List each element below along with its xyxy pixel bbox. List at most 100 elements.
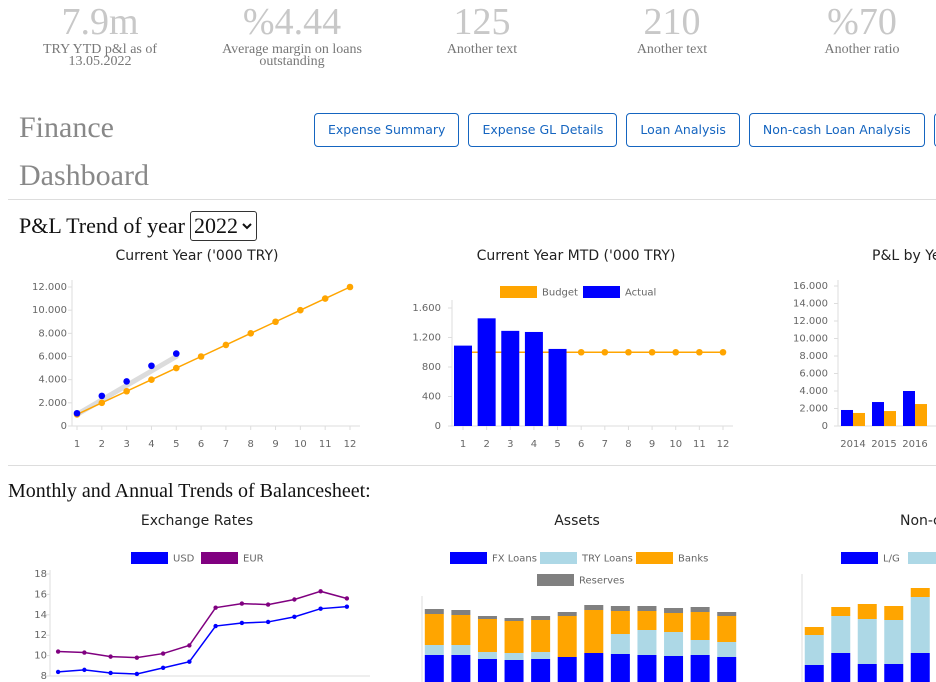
bar-segment — [451, 610, 471, 615]
bar-segment — [584, 605, 604, 610]
legend-swatch — [583, 286, 620, 298]
point — [134, 671, 140, 677]
bar — [853, 412, 865, 426]
legend-label: Budget — [542, 288, 578, 299]
point — [292, 597, 297, 602]
bar-segment — [477, 619, 497, 652]
bar-segment — [584, 653, 604, 682]
x-tick-label: 5 — [173, 439, 179, 450]
point — [672, 348, 680, 356]
year-value: 2022 — [194, 213, 239, 238]
point — [344, 596, 350, 601]
bar-segment — [664, 656, 684, 682]
kpi-value: 125 — [453, 1, 511, 43]
kpi-value: 210 — [643, 1, 701, 43]
point — [55, 669, 61, 675]
bar-segment — [424, 655, 444, 682]
point — [247, 330, 255, 337]
y-tick-label: 14 — [34, 610, 47, 621]
kpi: 210 Another text — [582, 0, 762, 57]
legend-label: USD — [173, 554, 195, 565]
bar-segment — [477, 616, 497, 619]
bar-segment — [531, 620, 551, 652]
point — [577, 348, 585, 356]
bar-segment — [857, 604, 877, 619]
point — [239, 601, 245, 606]
bar-segment — [690, 612, 710, 640]
x-tick-label: 12 — [717, 439, 730, 450]
bar — [454, 345, 472, 426]
nav-button[interactable]: Non-cash Loan Analysis — [748, 113, 925, 147]
legend-swatch — [131, 552, 168, 564]
y-tick-label: 2.000 — [799, 404, 828, 415]
bar-segment — [664, 613, 684, 632]
chart-title: Current Year MTD ('000 TRY) — [477, 248, 676, 264]
x-tick-label: 8 — [625, 439, 631, 450]
y-tick-label: 4.000 — [38, 375, 67, 386]
bar-segment — [531, 659, 551, 682]
nav-button[interactable]: Expense GL Details — [468, 113, 618, 147]
point — [148, 376, 155, 383]
bar-segment — [690, 607, 710, 612]
bar-segment — [910, 588, 930, 597]
x-tick-label: 2 — [483, 439, 489, 450]
bar-segment — [717, 612, 737, 616]
bar-segment — [717, 657, 737, 682]
kpi-label: Another text — [636, 42, 708, 57]
y-tick-label: 8.000 — [38, 328, 67, 339]
point — [346, 283, 354, 291]
legend-swatch — [841, 552, 878, 564]
point — [134, 655, 140, 660]
pl-heading: P&L Trend of year 2022 — [19, 211, 258, 241]
bar-segment — [557, 612, 577, 616]
bar-segment — [690, 655, 710, 682]
bar-segment — [504, 653, 524, 660]
chart-title: P&L by Year — [872, 248, 936, 264]
y-tick-label: 16.000 — [793, 281, 828, 292]
legend-label: EUR — [243, 554, 264, 565]
legend-swatch — [537, 574, 574, 586]
x-tick-label: 3 — [507, 439, 513, 450]
point — [82, 667, 87, 673]
x-tick-label: 7 — [602, 439, 608, 450]
y-tick-label: 10.000 — [793, 334, 828, 345]
nav-button[interactable]: Expense Summary — [314, 113, 460, 147]
bar-segment — [610, 606, 630, 611]
legend-swatch — [201, 552, 238, 564]
nav-button[interactable]: Loan Analysis — [626, 113, 740, 147]
bar-segment — [531, 616, 551, 620]
chart-title: Assets — [554, 513, 600, 529]
legend-swatch — [636, 552, 673, 564]
legend-swatch — [500, 286, 537, 298]
x-tick-label: 12 — [344, 439, 357, 450]
bar-segment — [424, 645, 444, 655]
bar-segment — [857, 619, 877, 664]
y-tick-label: 14.000 — [793, 299, 828, 310]
x-tick-label: 4 — [148, 439, 154, 450]
bar — [872, 402, 884, 426]
y-tick-label: 800 — [422, 362, 441, 373]
point — [98, 399, 106, 407]
x-tick-label: 7 — [223, 439, 229, 450]
x-tick-label: 2 — [99, 439, 105, 450]
year-select[interactable]: 2022 — [190, 211, 258, 241]
y-tick-label: 1.600 — [412, 303, 441, 314]
legend-label: L/G — [883, 554, 900, 565]
kpi-label: Another ratio — [824, 42, 900, 57]
bar-segment — [910, 653, 930, 682]
point — [239, 620, 245, 626]
line — [57, 605, 348, 675]
bar-segment — [424, 609, 444, 614]
y-tick-label: 2.000 — [38, 398, 67, 409]
bar-segment — [504, 660, 524, 682]
kpi-label: Another text — [446, 42, 518, 57]
bar-segment — [804, 627, 824, 635]
bar-segment — [557, 657, 577, 682]
line — [76, 286, 351, 416]
kpi: %70 Another ratio — [772, 0, 936, 57]
bar — [477, 318, 496, 426]
kpi-label: TRY YTD p&l as of 13.05.2022 — [42, 42, 158, 69]
x-tick-label: 2016 — [902, 439, 927, 450]
point — [272, 318, 279, 326]
point — [123, 387, 130, 395]
